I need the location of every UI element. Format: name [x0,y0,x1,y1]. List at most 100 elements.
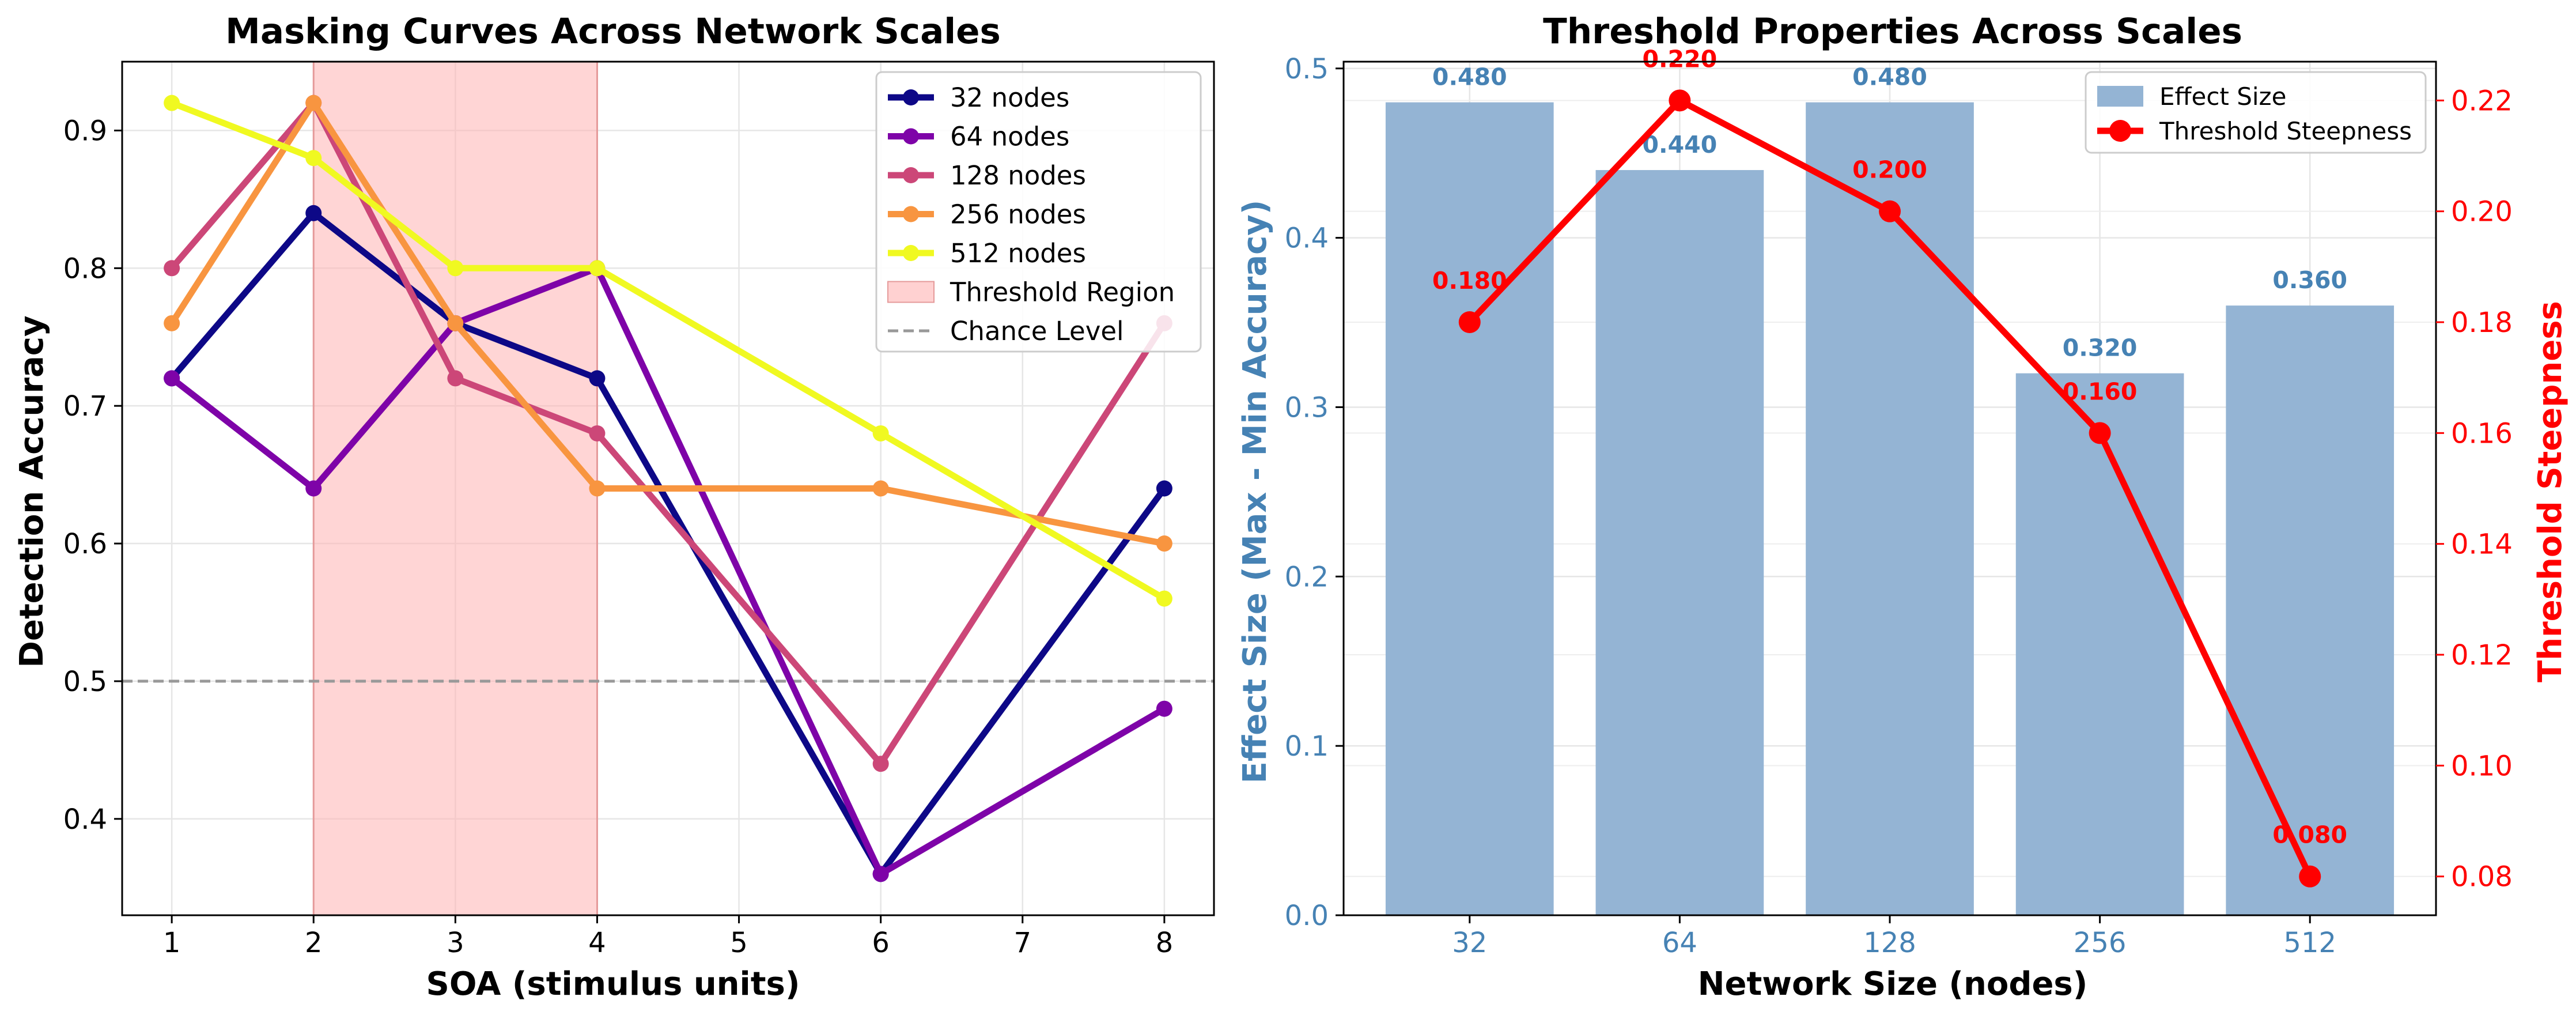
y-tick-label: 0.4 [1285,222,1329,255]
steepness-value-label: 0.160 [2063,378,2138,405]
steepness-point-32 [1458,311,1481,333]
y-tick-label: 0.4 [63,803,107,836]
data-point-128-nodes [589,425,606,441]
effect-size-bar-32 [1385,102,1554,915]
data-point-32-nodes [305,205,322,221]
legend-label: Chance Level [950,316,1124,346]
data-point-512-nodes [447,260,464,277]
series-line-64-nodes [169,265,1166,877]
effect-size-bar-128 [1806,102,1974,915]
data-point-128-nodes [164,260,180,277]
series-line-32-nodes [169,210,1167,877]
effect-size-bars-layer: 0.480 0.440 0.480 0.320 0.360 [1385,63,2395,916]
legend-label: Effect Size [2159,82,2286,111]
legend-marker-512-nodes [903,245,919,261]
effect-size-value-label: 0.320 [2063,334,2138,362]
data-point-256-nodes [589,480,606,497]
steepness-value-label: 0.080 [2272,821,2347,849]
legend-label: 32 nodes [950,82,1069,113]
legend-box [2085,71,2427,154]
legend-marker-64-nodes [903,128,919,145]
legend-box [875,71,1202,353]
x-tick-label: 1 [163,927,181,959]
series-line-256-nodes [169,100,1165,547]
left-axes: 1 2 3 4 5 6 7 8 0.4 0.5 0.6 0.7 0.8 0.9 [63,61,1215,959]
data-point-64-nodes [1156,700,1172,717]
y2-tick-label: 0.20 [2451,196,2513,228]
effect-size-bar-256 [2015,373,2184,915]
x-tick-label: 5 [730,927,748,959]
x-tick-label: 3 [447,927,464,959]
effect-size-value-label: 0.480 [1852,63,1927,91]
data-point-64-nodes [872,866,889,882]
steepness-value-label: 0.200 [1852,156,1927,184]
series-256-nodes [164,95,1172,552]
right-chart-title: Threshold Properties Across Scales [1543,11,2242,52]
legend-marker-32-nodes [903,89,919,105]
legend-marker-256-nodes [903,206,919,222]
steepness-point-256 [2089,422,2111,444]
x-tick-label: 64 [1662,927,1697,959]
y-tick-label: 0.6 [63,528,107,560]
legend-label: 512 nodes [950,238,1086,269]
series-512-nodes [164,95,1172,607]
data-point-64-nodes [305,480,322,497]
y2-tick-label: 0.18 [2451,307,2513,339]
steepness-point-128 [1879,200,1901,222]
y-tick-label: 0.0 [1285,900,1329,932]
data-point-256-nodes [872,480,889,497]
y2-tick-label: 0.10 [2451,750,2513,782]
x-tick-label: 256 [2074,927,2127,959]
steepness-point-64 [1669,89,1691,112]
y2-tick-label: 0.16 [2451,417,2513,450]
steepness-value-label: 0.180 [1432,267,1507,295]
legend-swatch-effect-size [2097,86,2143,107]
x-tick-label: 4 [588,927,606,959]
y-tick-label: 0.7 [63,390,107,422]
threshold-region-layer [312,62,598,915]
effect-size-bar-64 [1595,170,1764,916]
effect-size-value-label: 0.360 [2272,266,2347,294]
data-point-64-nodes [164,370,180,387]
data-point-256-nodes [1156,535,1172,552]
y2-tick-label: 0.08 [2451,861,2513,893]
y-tick-label: 0.9 [63,115,107,147]
effect-size-value-label: 0.480 [1432,63,1507,91]
right-axes: 32 64 128 256 512 0.0 0.1 0.2 0.3 0.4 0.5 0.08 0.10 0… [1285,53,2513,959]
data-point-256-nodes [164,315,180,331]
data-point-32-nodes [1156,480,1172,497]
legend-label: 256 nodes [950,199,1086,230]
data-point-128-nodes [872,756,889,772]
steepness-line-layer: 0.180 0.220 0.200 0.160 0.080 [1432,45,2347,888]
series-line-512-nodes [171,100,1166,602]
effect-size-axis-label: Effect Size (Max - Min Accuracy) [1236,200,1274,784]
legend-label: Threshold Region [950,277,1175,308]
effect-size-value-label: 0.440 [1643,131,1718,158]
y-tick-label: 0.5 [63,666,107,698]
x-tick-label: 128 [1863,927,1916,959]
x-tick-label: 8 [1156,927,1174,959]
effect-size-bar-512 [2226,305,2395,916]
x-tick-label: 512 [2283,927,2336,959]
y-tick-label: 0.2 [1285,561,1329,593]
data-point-512-nodes [305,150,322,167]
left-y-axis-label: Detection Accuracy [13,316,51,668]
data-point-512-nodes [589,260,606,277]
data-point-512-nodes [872,425,889,441]
y2-tick-label: 0.14 [2451,529,2513,561]
data-point-256-nodes [447,315,464,331]
right-x-axis-label: Network Size (nodes) [1698,965,2088,1003]
steepness-point-512 [2299,865,2321,888]
x-tick-label: 6 [872,927,890,959]
y2-tick-label: 0.22 [2451,85,2513,117]
legend-marker-threshold-steepness [2109,120,2131,142]
left-legend: 32 nodes 64 nodes 128 nodes 256 nodes 512 no… [875,71,1202,353]
y2-tick-label: 0.12 [2451,639,2513,671]
steepness-value-label: 0.220 [1643,45,1718,73]
steepness-axis-label: Threshold Steepness [2532,301,2569,682]
plot-frame [121,61,1215,916]
data-point-512-nodes [1156,590,1172,607]
right-legend: Effect Size Threshold Steepness [2085,71,2427,154]
